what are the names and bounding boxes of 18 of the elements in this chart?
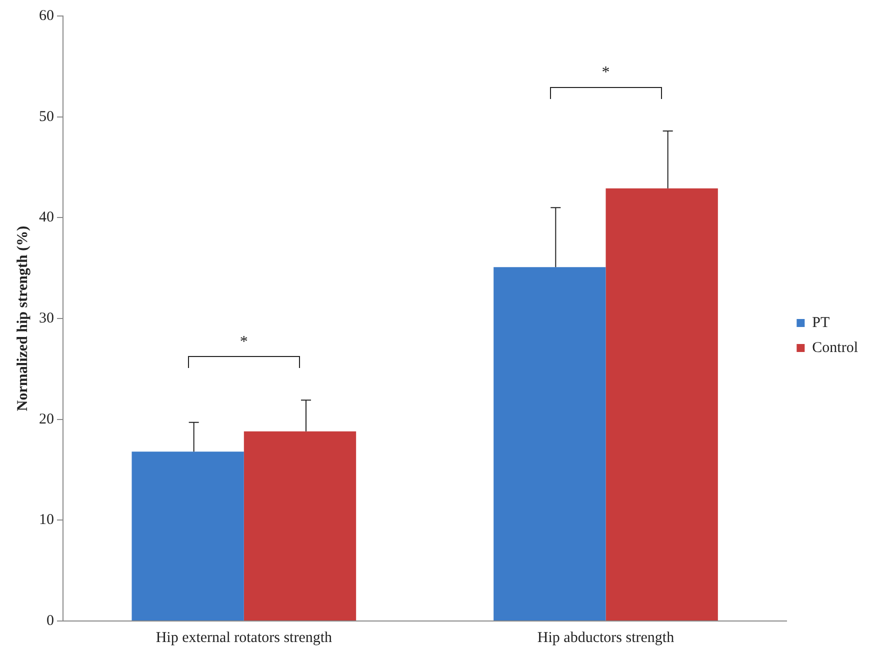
y-tick-label: 60 — [39, 8, 54, 24]
bar — [494, 267, 606, 620]
y-tick-label: 10 — [39, 512, 54, 528]
y-tick-label: 50 — [39, 108, 54, 125]
legend-label: PT — [812, 314, 830, 331]
legend-label: Control — [812, 340, 858, 356]
annotation: * — [602, 64, 610, 82]
bar — [132, 452, 244, 620]
annotation: * — [240, 333, 248, 350]
x-tick-label: Hip external rotators strength — [156, 630, 333, 646]
x-tick-label: Hip abductors strength — [537, 630, 675, 646]
y-tick-label: 30 — [39, 310, 54, 326]
y-tick-label: 0 — [46, 612, 54, 629]
bar — [244, 431, 356, 620]
y-tick-label: 40 — [39, 210, 54, 226]
bar — [606, 188, 718, 620]
y-tick-label: 20 — [39, 411, 54, 428]
y-axis-title: Normalized hip strength (%) — [14, 226, 31, 412]
